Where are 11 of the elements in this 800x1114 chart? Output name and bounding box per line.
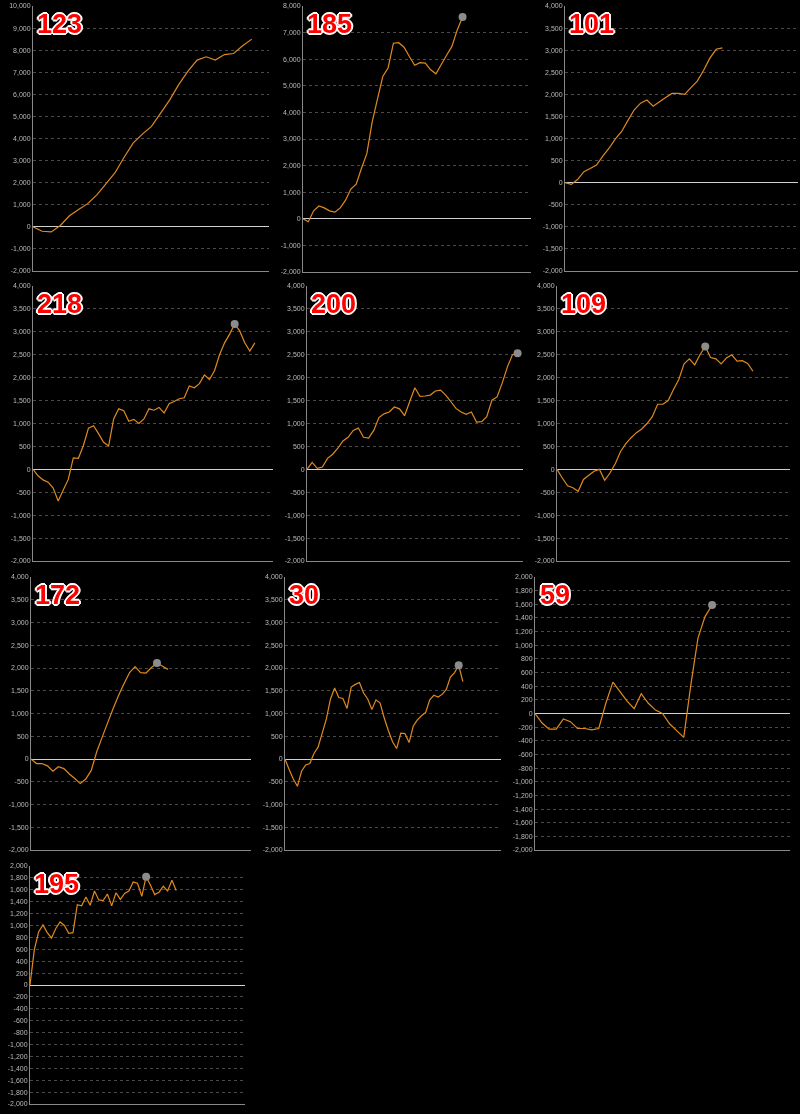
chart-title: 172 — [35, 580, 81, 610]
chart-title: 101 — [569, 9, 615, 39]
chart-title: 195 — [34, 869, 80, 899]
chart-title: 109 — [561, 289, 607, 319]
chart-title: 218 — [37, 289, 83, 319]
chart-title: 123 — [37, 9, 83, 39]
chart-title: 30 — [289, 580, 320, 610]
line-series — [33, 38, 253, 233]
chart-title: 185 — [307, 9, 353, 39]
chart-title: 59 — [540, 580, 571, 610]
line-series — [565, 47, 724, 186]
